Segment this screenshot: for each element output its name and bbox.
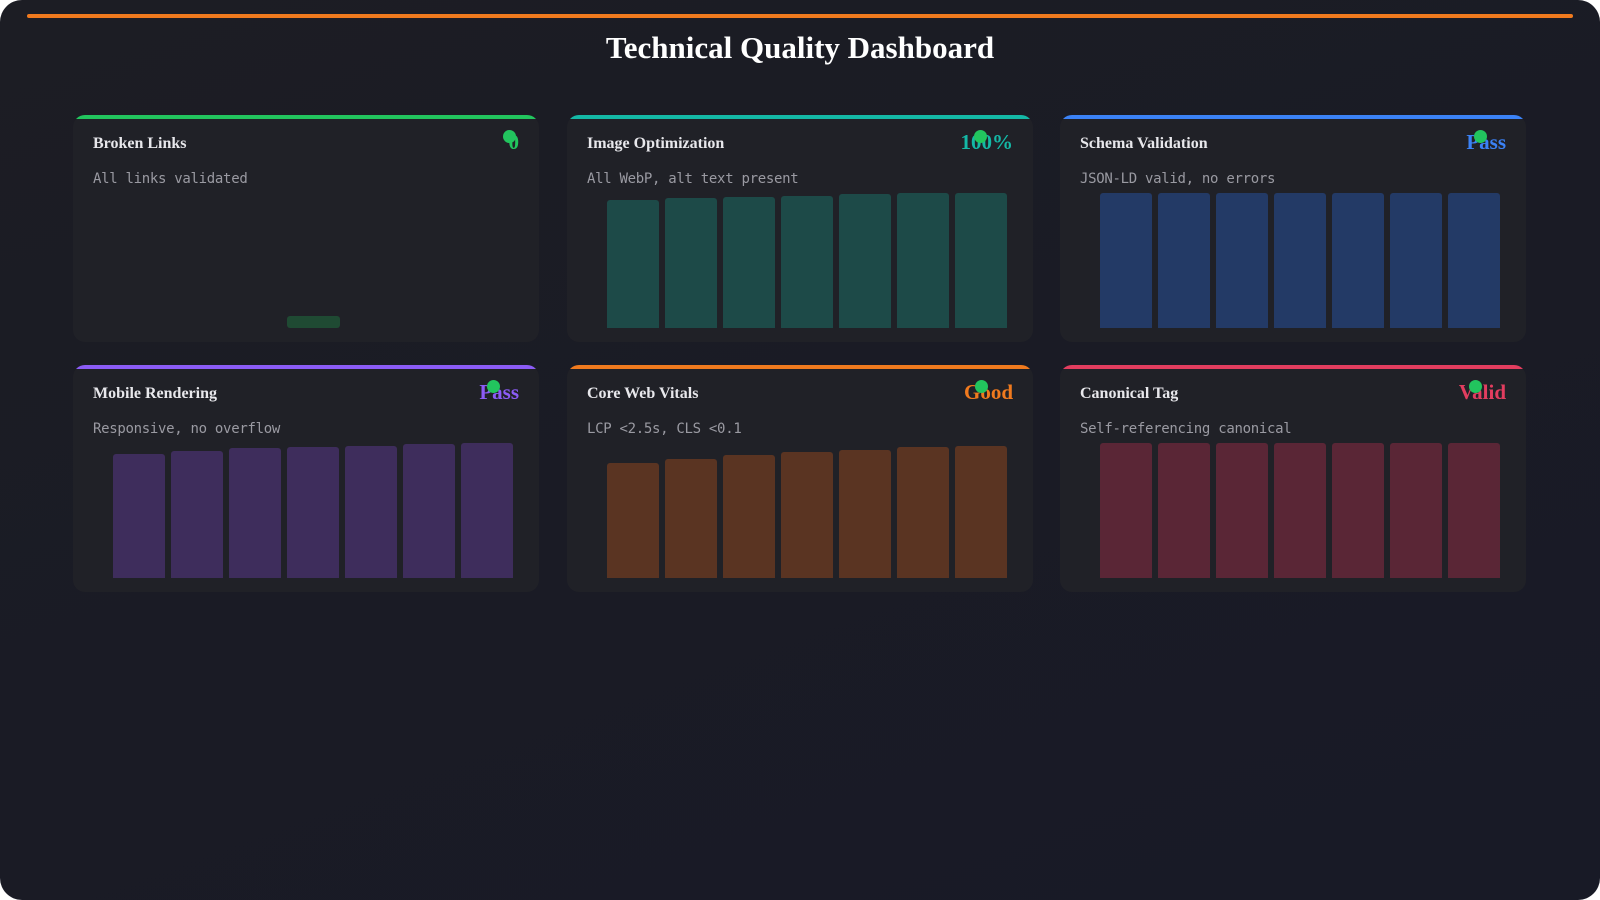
chart-bar xyxy=(839,449,891,578)
chart-bar xyxy=(171,451,223,578)
card-title: Canonical Tag xyxy=(1080,385,1179,402)
status-dot-icon xyxy=(487,380,500,393)
status-dot-icon xyxy=(1469,380,1483,393)
chart-bar xyxy=(461,443,513,578)
chart-bar xyxy=(955,193,1007,328)
chart-bar xyxy=(1100,443,1152,578)
chart-bar xyxy=(229,448,281,578)
chart-bar xyxy=(665,198,717,328)
card-bar-chart xyxy=(113,193,513,328)
chart-bar xyxy=(345,445,397,578)
metric-card-canonical-tag: Canonical Tag Valid Self-referencing can… xyxy=(1060,365,1526,592)
chart-bar xyxy=(781,452,833,578)
card-bar-chart xyxy=(1100,193,1500,328)
metric-card-image-optimization: Image Optimization 100% All WebP, alt te… xyxy=(567,115,1033,342)
chart-bar xyxy=(723,197,775,328)
chart-bar xyxy=(839,194,891,328)
metric-card-core-web-vitals: Core Web Vitals Good LCP <2.5s, CLS <0.1 xyxy=(567,365,1033,592)
accent-line xyxy=(27,14,1573,18)
card-title: Image Optimization xyxy=(587,135,725,152)
card-title: Core Web Vitals xyxy=(587,385,699,402)
chart-bar xyxy=(287,447,339,578)
card-description: LCP <2.5s, CLS <0.1 xyxy=(587,421,742,437)
metric-card-mobile-rendering: Mobile Rendering Pass Responsive, no ove… xyxy=(73,365,539,592)
chart-bar xyxy=(1274,193,1326,328)
chart-bar xyxy=(403,444,455,578)
page-title: Technical Quality Dashboard xyxy=(605,30,995,65)
status-dot-icon xyxy=(973,130,987,143)
status-dot-icon xyxy=(503,130,516,143)
card-description: Responsive, no overflow xyxy=(93,421,280,437)
chart-bar xyxy=(607,199,659,328)
chart-bar xyxy=(1216,443,1268,578)
status-dot-icon xyxy=(1474,130,1487,143)
card-description: All WebP, alt text present xyxy=(587,171,799,187)
card-description: Self-referencing canonical xyxy=(1080,421,1292,437)
card-bar-chart xyxy=(607,443,1007,578)
card-bar-chart xyxy=(1100,443,1500,578)
card-bar-chart xyxy=(113,443,513,578)
chart-bar xyxy=(286,316,340,328)
card-accent xyxy=(73,365,539,369)
chart-bar xyxy=(955,445,1007,578)
card-title: Mobile Rendering xyxy=(93,385,217,402)
metric-card-broken-links: Broken Links 0 All links validated xyxy=(73,115,539,342)
chart-bar xyxy=(723,455,775,578)
status-dot-icon xyxy=(975,380,989,393)
card-description: JSON-LD valid, no errors xyxy=(1080,171,1276,187)
card-description: All links validated xyxy=(93,171,248,187)
card-accent xyxy=(73,115,539,119)
chart-bar xyxy=(1100,193,1152,328)
chart-bar xyxy=(1390,193,1442,328)
chart-bar xyxy=(1390,443,1442,578)
chart-bar xyxy=(1216,193,1268,328)
card-accent xyxy=(1060,365,1526,369)
chart-bar xyxy=(781,195,833,328)
chart-bar xyxy=(1158,443,1210,578)
metric-card-schema-validation: Schema Validation Pass JSON-LD valid, no… xyxy=(1060,115,1526,342)
chart-bar xyxy=(1448,443,1500,578)
chart-bar xyxy=(1332,443,1384,578)
chart-bar xyxy=(897,447,949,578)
chart-bar xyxy=(1448,193,1500,328)
chart-bar xyxy=(897,193,949,328)
card-title: Schema Validation xyxy=(1080,135,1208,152)
chart-bar xyxy=(1274,443,1326,578)
card-value: Valid xyxy=(1458,380,1506,404)
card-value: 100% xyxy=(960,130,1014,154)
card-accent xyxy=(567,365,1033,369)
chart-bar xyxy=(665,459,717,578)
card-value: 0 xyxy=(508,130,520,154)
card-title: Broken Links xyxy=(93,135,187,152)
chart-bar xyxy=(1158,193,1210,328)
chart-bar xyxy=(113,453,165,578)
card-bar-chart xyxy=(607,193,1007,328)
chart-bar xyxy=(607,463,659,578)
card-accent xyxy=(567,115,1033,119)
card-value: Good xyxy=(963,380,1013,404)
card-accent xyxy=(1060,115,1526,119)
chart-bar xyxy=(1332,193,1384,328)
